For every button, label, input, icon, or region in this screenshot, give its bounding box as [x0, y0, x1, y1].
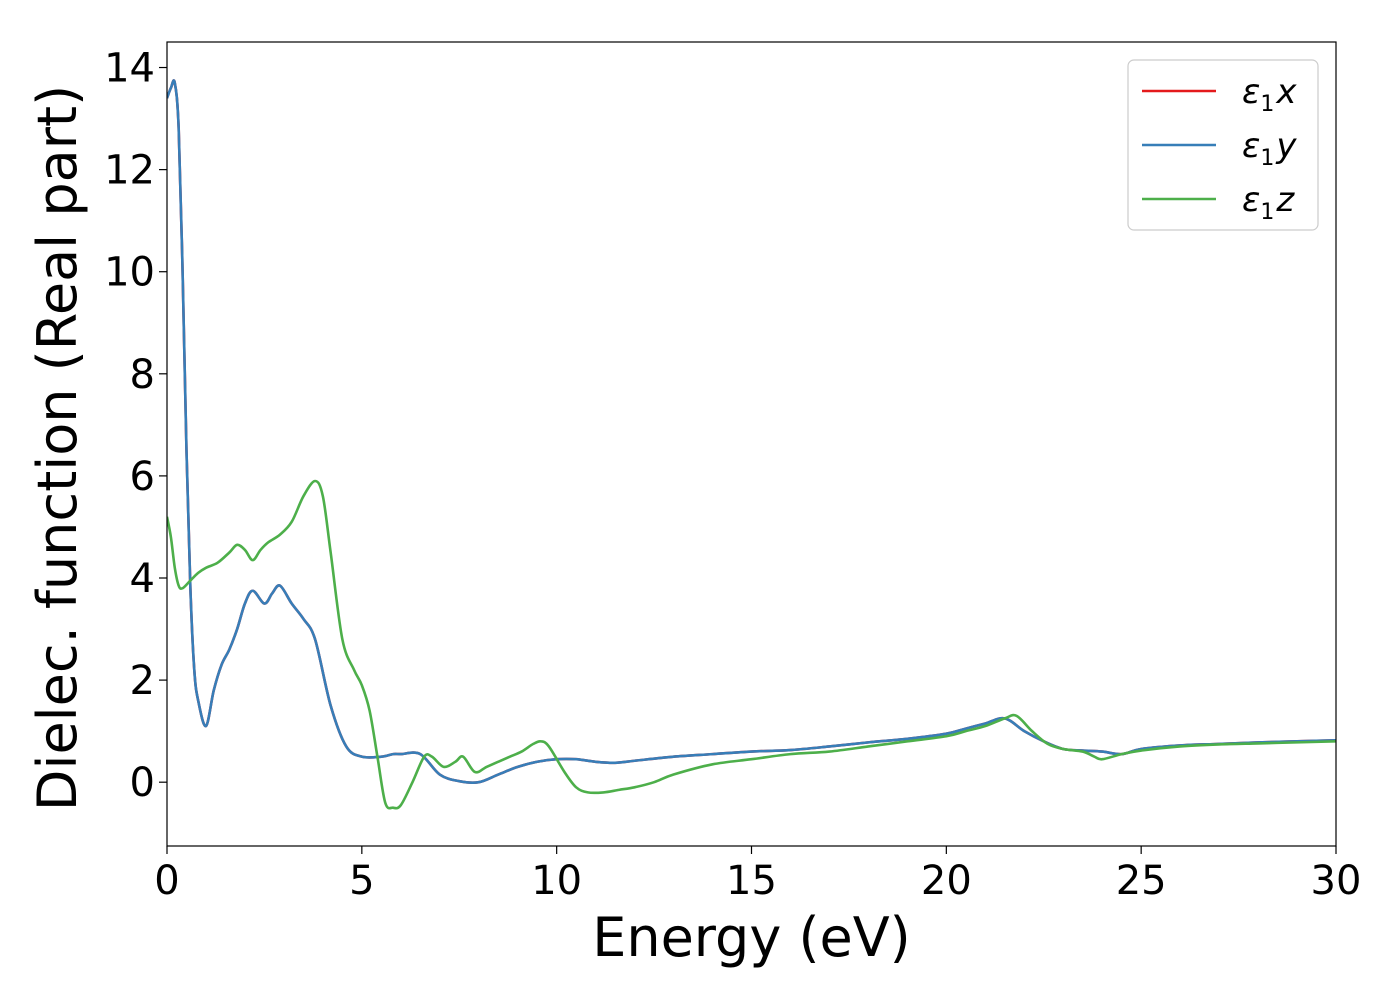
y-tick-label: 2 [130, 658, 155, 704]
y-tick-label: 10 [104, 250, 155, 296]
x-tick-label: 20 [921, 858, 972, 904]
y-axis-title: Dielec. function (Real part) [26, 85, 89, 811]
y-tick-label: 4 [130, 556, 155, 602]
x-tick-label: 25 [1116, 858, 1167, 904]
y-axis: 0 2 4 6 8 10 12 14 [104, 46, 167, 806]
series-line-z [167, 479, 1336, 810]
x-axis: 0 5 10 15 20 25 30 [154, 846, 1361, 904]
y-tick-label: 0 [130, 760, 155, 806]
y-tick-label: 6 [130, 454, 155, 500]
legend-box [1127, 59, 1319, 231]
x-tick-label: 30 [1311, 858, 1362, 904]
legend-label: ε1x [1242, 72, 1297, 117]
y-tick-label: 12 [104, 148, 155, 194]
x-tick-label: 10 [531, 858, 582, 904]
x-tick-label: 0 [154, 858, 179, 904]
legend-label: ε1y [1242, 126, 1297, 171]
legend-label: ε1z [1242, 180, 1295, 225]
y-tick-label: 8 [130, 352, 155, 398]
series-line-y [167, 79, 1336, 784]
y-tick-label: 14 [104, 46, 155, 92]
x-tick-label: 15 [726, 858, 777, 904]
legend: ε1x ε1y ε1z [1127, 59, 1319, 231]
x-axis-title: Energy (eV) [592, 906, 911, 969]
series-layer [167, 79, 1336, 810]
x-tick-label: 5 [349, 858, 374, 904]
